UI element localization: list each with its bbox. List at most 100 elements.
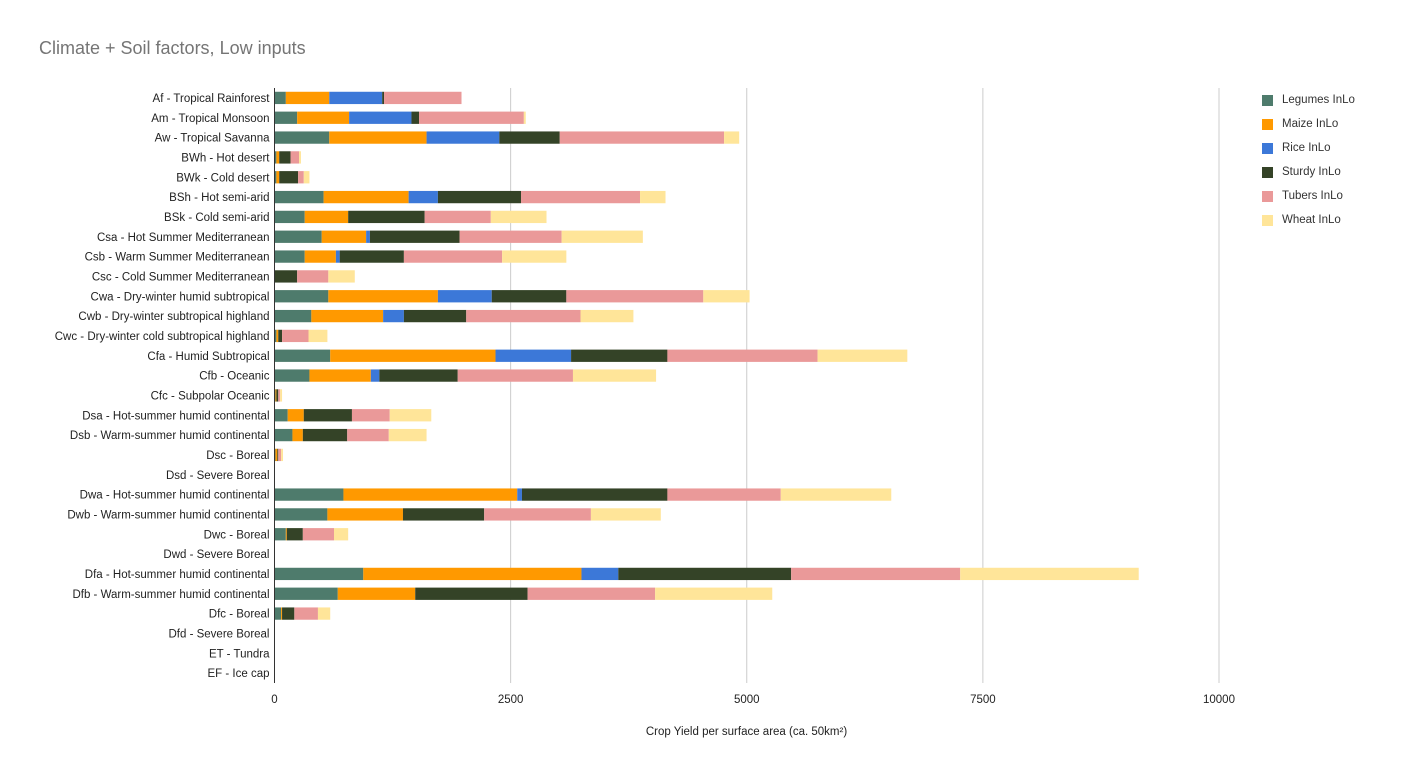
bar-segment [285, 91, 330, 105]
bar-segment [411, 111, 420, 124]
bar-segment [274, 369, 310, 382]
legend-swatch [1262, 118, 1273, 130]
bar-segment [521, 190, 641, 204]
bar-segment [274, 190, 324, 204]
bar-segment [323, 190, 409, 204]
bar-segment [286, 528, 303, 541]
category-label: Cfa - Humid Subtropical [147, 351, 269, 363]
bar-segment [275, 448, 278, 462]
bar-segment [426, 131, 500, 144]
bar-segment [309, 369, 371, 382]
bar-segment [408, 190, 438, 204]
x-tick-label: 0 [271, 694, 277, 706]
bar-segment [384, 91, 462, 105]
bar-segment [466, 309, 581, 323]
category-label: BWk - Cold desert [176, 172, 270, 184]
legend-label: Tubers InLo [1282, 190, 1343, 202]
bar-segment [402, 508, 485, 521]
bar-segment [379, 369, 458, 382]
bar-segment [274, 309, 312, 323]
bar-segment [279, 171, 299, 184]
bar-segment [640, 190, 666, 204]
bar-segment [275, 389, 277, 402]
bar-segment [276, 171, 280, 184]
legend-swatch [1262, 94, 1273, 106]
bar-segment [274, 409, 288, 422]
bar-segment [329, 131, 427, 144]
bar-segment [403, 250, 503, 263]
bar-segment [424, 210, 491, 224]
category-label: BSh - Hot semi-arid [169, 192, 269, 204]
bar-segment [502, 250, 567, 263]
bar-segment [304, 210, 349, 224]
category-label: Aw - Tropical Savanna [155, 133, 270, 145]
category-label: Cwc - Dry-winter cold subtropical highla… [55, 331, 270, 343]
bar-segment [334, 528, 349, 541]
category-label: Dsb - Warm-summer humid continental [70, 430, 270, 442]
bar-segment [282, 329, 309, 343]
bar-segment [274, 151, 277, 164]
bar-segment [347, 428, 389, 442]
bar-segment [330, 349, 496, 362]
category-label: BSk - Cold semi-arid [164, 212, 269, 224]
legend-item: Legumes InLo [1262, 88, 1392, 112]
bar-segment [499, 131, 560, 144]
bar-segment [495, 349, 572, 362]
legend-swatch [1262, 190, 1273, 202]
bar-segment [297, 270, 329, 283]
category-label: Dfb - Warm-summer humid continental [72, 589, 269, 601]
legend-label: Rice InLo [1282, 142, 1331, 154]
bar-segment [285, 528, 287, 541]
bar-segment [667, 488, 781, 501]
category-label: Dwa - Hot-summer humid continental [80, 490, 270, 502]
bar-segment [308, 329, 328, 343]
x-tick-label: 5000 [734, 694, 760, 706]
x-axis-title: Crop Yield per surface area (ca. 50km²) [646, 726, 848, 738]
legend-swatch [1262, 214, 1273, 226]
gridlines [510, 88, 1220, 683]
category-label: Dsd - Severe Boreal [166, 470, 270, 482]
category-label: Cwa - Dry-winter humid subtropical [91, 291, 270, 303]
bar-segment [667, 349, 818, 362]
bar-segment [366, 230, 370, 243]
category-label: Csa - Hot Summer Mediterranean [97, 232, 270, 244]
bar-segment [274, 607, 282, 620]
bars [274, 91, 1139, 620]
legend-item: Sturdy InLo [1262, 160, 1392, 184]
legend-swatch [1262, 166, 1273, 178]
bar-segment [278, 448, 282, 462]
legend-item: Wheat InLo [1262, 208, 1392, 232]
category-label: Dsa - Hot-summer humid continental [82, 410, 269, 422]
x-tick-label: 7500 [970, 694, 996, 706]
category-label: ET - Tundra [209, 648, 270, 660]
bar-segment [351, 409, 390, 422]
bar-segment [294, 607, 318, 620]
bar-segment [290, 151, 300, 164]
bar-segment [299, 151, 301, 164]
bar-segment [274, 587, 338, 600]
bar-segment [274, 230, 322, 243]
bar-segment [276, 151, 280, 164]
bar-segment [523, 111, 526, 124]
category-label: Dwc - Boreal [204, 529, 270, 541]
bar-segment [383, 309, 404, 323]
bar-segment [302, 528, 335, 541]
bar-segment [580, 309, 634, 323]
bar-segment [403, 309, 467, 323]
bar-segment [527, 587, 656, 600]
bar-segment [274, 91, 286, 105]
bar-segment [328, 290, 438, 303]
bar-segment [419, 111, 524, 124]
legend-label: Legumes InLo [1282, 94, 1355, 106]
bar-segment [321, 230, 367, 243]
bar-segment [279, 151, 291, 164]
bar-segment [437, 190, 522, 204]
bar-segment [328, 270, 355, 283]
bar-segment [559, 131, 725, 144]
category-label: Dfc - Boreal [209, 609, 270, 621]
bar-segment [484, 508, 591, 521]
bar-segment [571, 349, 668, 362]
bar-segment [317, 607, 331, 620]
bar-segment [274, 508, 328, 521]
bar-segment [590, 508, 661, 521]
